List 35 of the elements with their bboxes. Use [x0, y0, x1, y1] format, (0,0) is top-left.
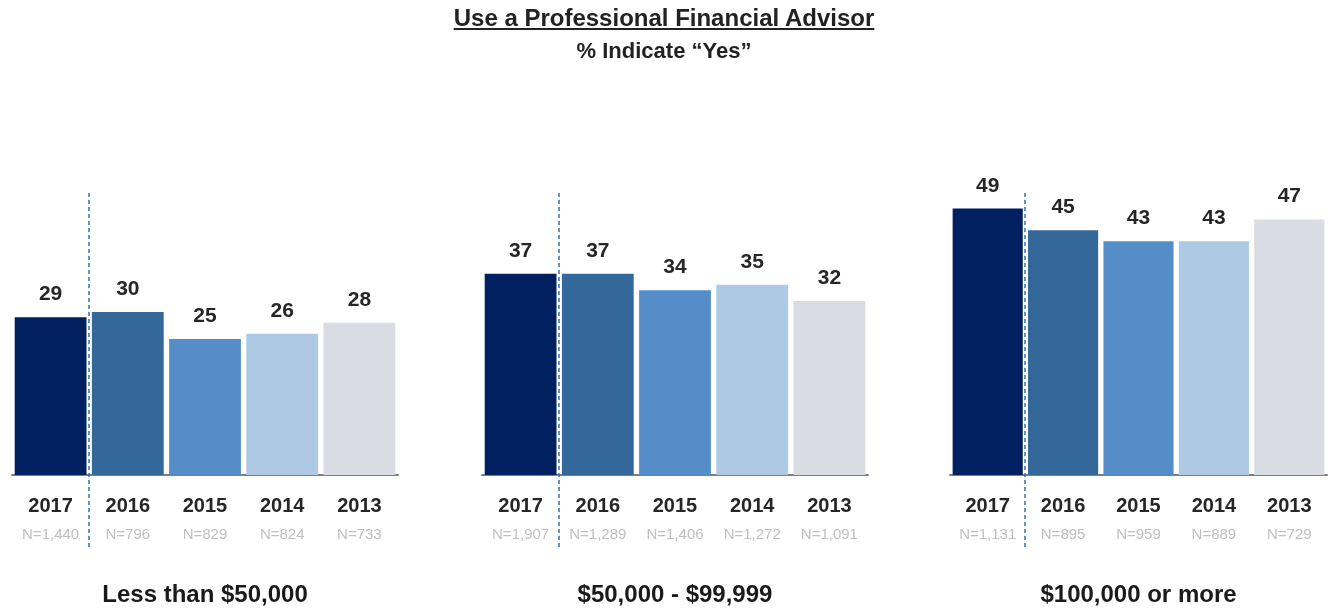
data-label: 29 — [38, 281, 63, 305]
data-label: 43 — [1202, 205, 1226, 229]
data-label: 47 — [1277, 183, 1301, 207]
x-tick-label: 2015 N=1,406 — [646, 494, 704, 542]
x-tick-label: 2013 N=729 — [1266, 494, 1312, 542]
x-axis-title: $50,000 - $99,999 — [577, 579, 773, 607]
x-tick-label: 2016 N=1,289 — [569, 494, 627, 542]
x-tick-label: 2017 N=1,907 — [492, 494, 550, 542]
data-label: 25 — [193, 303, 217, 327]
x-tick-label: 2015 N=829 — [182, 494, 228, 542]
data-label: 28 — [347, 286, 372, 310]
x-axis-title: $100,000 or more — [1040, 579, 1237, 607]
x-tick-label: 2017 N=1,131 — [959, 494, 1017, 542]
x-tick-label: 2013 N=733 — [337, 494, 382, 542]
data-label: 37 — [508, 237, 533, 261]
x-tick-label: 2015 N=959 — [1116, 494, 1161, 542]
data-label: 49 — [976, 172, 1000, 196]
x-tick-label: 2014 N=824 — [259, 494, 306, 542]
x-tick-label: 2017 N=1,440 — [22, 494, 80, 542]
data-label: 34 — [663, 254, 687, 278]
data-label: 43 — [1126, 205, 1151, 229]
x-axis-title: Less than $50,000 — [102, 579, 308, 607]
data-label: 32 — [817, 265, 842, 289]
data-label: 35 — [740, 248, 765, 272]
chart-subtitle: % Indicate “Yes” — [575, 38, 753, 64]
x-tick-label: 2014 N=889 — [1191, 494, 1238, 542]
data-label: 37 — [586, 237, 610, 261]
chart-title: Use a Professional Financial Advisor — [452, 4, 876, 32]
x-tick-label: 2016 N=796 — [105, 494, 151, 542]
x-tick-label: 2013 N=1,091 — [800, 494, 858, 542]
data-label: 30 — [116, 275, 140, 299]
x-tick-label: 2016 N=895 — [1040, 494, 1086, 542]
data-label: 26 — [270, 297, 294, 321]
x-tick-label: 2014 N=1,272 — [723, 494, 781, 542]
data-label: 45 — [1051, 194, 1076, 218]
